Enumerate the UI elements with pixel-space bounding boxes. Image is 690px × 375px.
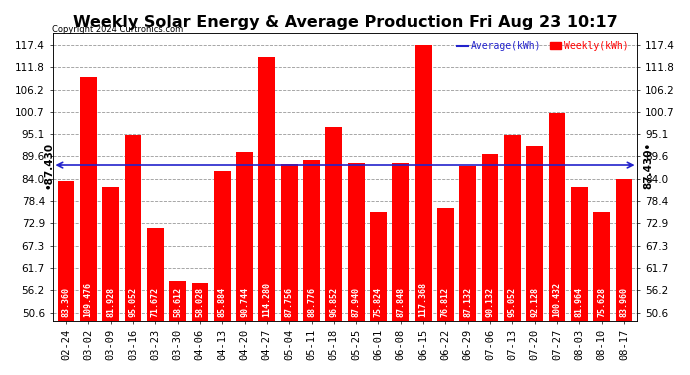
Text: Copyright 2024 Curtronics.com: Copyright 2024 Curtronics.com: [52, 25, 183, 34]
Text: 58.612: 58.612: [173, 287, 182, 317]
Text: 88.776: 88.776: [307, 287, 316, 317]
Text: 76.812: 76.812: [441, 287, 450, 317]
Text: 117.368: 117.368: [419, 282, 428, 317]
Text: 75.628: 75.628: [598, 287, 607, 317]
Text: 90.132: 90.132: [486, 287, 495, 317]
Text: 83.960: 83.960: [620, 287, 629, 317]
Title: Weekly Solar Energy & Average Production Fri Aug 23 10:17: Weekly Solar Energy & Average Production…: [72, 15, 618, 30]
Bar: [102, 187, 119, 375]
Bar: [526, 146, 543, 375]
Bar: [192, 283, 208, 375]
Text: 109.476: 109.476: [83, 282, 92, 317]
Text: 81.964: 81.964: [575, 287, 584, 317]
Text: 96.852: 96.852: [329, 287, 338, 317]
Bar: [57, 182, 75, 375]
Bar: [348, 163, 364, 375]
Text: 83.360: 83.360: [61, 287, 70, 317]
Bar: [460, 166, 476, 375]
Text: 114.280: 114.280: [262, 282, 271, 317]
Bar: [504, 135, 521, 375]
Text: 71.672: 71.672: [150, 287, 159, 317]
Bar: [259, 57, 275, 375]
Text: 100.432: 100.432: [553, 282, 562, 317]
Text: 92.128: 92.128: [531, 287, 540, 317]
Bar: [593, 212, 610, 375]
Bar: [549, 113, 566, 375]
Text: 87.132: 87.132: [463, 287, 472, 317]
Text: 87.756: 87.756: [285, 287, 294, 317]
Bar: [303, 160, 320, 375]
Bar: [124, 135, 141, 375]
Bar: [437, 208, 454, 375]
Text: 58.028: 58.028: [195, 287, 204, 317]
Bar: [571, 187, 588, 375]
Bar: [393, 164, 409, 375]
Text: 75.824: 75.824: [374, 287, 383, 317]
Text: 90.744: 90.744: [240, 287, 249, 317]
Text: 85.884: 85.884: [218, 287, 227, 317]
Bar: [281, 164, 297, 375]
Text: •87.430: •87.430: [43, 141, 54, 189]
Text: 87.940: 87.940: [352, 287, 361, 317]
Text: 87.848: 87.848: [396, 287, 405, 317]
Bar: [147, 228, 164, 375]
Text: 95.052: 95.052: [128, 287, 137, 317]
Text: 95.052: 95.052: [508, 287, 517, 317]
Text: 81.928: 81.928: [106, 287, 115, 317]
Bar: [214, 171, 230, 375]
Bar: [326, 128, 342, 375]
Text: 87.430•: 87.430•: [643, 141, 653, 189]
Bar: [482, 154, 498, 375]
Bar: [236, 152, 253, 375]
Bar: [415, 45, 431, 375]
Bar: [615, 179, 633, 375]
Bar: [169, 280, 186, 375]
Bar: [370, 211, 387, 375]
Legend: Average(kWh), Weekly(kWh): Average(kWh), Weekly(kWh): [453, 38, 633, 55]
Bar: [80, 77, 97, 375]
